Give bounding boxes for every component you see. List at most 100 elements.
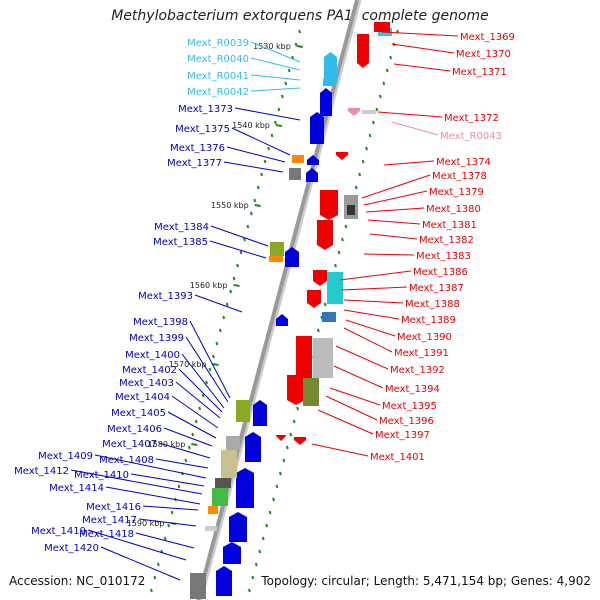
scale-label: 1560 kbp (190, 281, 228, 290)
left-label-connector (87, 529, 187, 561)
outer-tick-mark-right (247, 588, 251, 593)
left-gene-label: Mext_1407 (102, 439, 157, 450)
forward-gene-arrow (236, 468, 254, 508)
left-label-connector (181, 353, 225, 409)
left-gene-label: Mext_1384 (154, 222, 209, 233)
right-gene-label: Mext_1380 (426, 204, 481, 215)
outer-tick-mark-right (361, 159, 365, 164)
left-label-connector (194, 294, 243, 313)
left-label-connector (175, 381, 221, 419)
outer-tick-mark-right (340, 237, 344, 242)
outer-tick-mark-left (277, 107, 281, 112)
outer-tick-mark-left (163, 536, 167, 541)
left-label-connector (167, 411, 217, 439)
outer-tick-mark-right (368, 133, 372, 138)
feature-box (215, 478, 231, 488)
left-label-connector (158, 442, 211, 459)
left-label-connector (209, 240, 267, 259)
right-label-connector (363, 253, 415, 256)
right-gene-label: Mext_1391 (394, 348, 449, 359)
forward-gene-arrow (245, 432, 261, 462)
feature-box (208, 506, 218, 514)
right-gene-label: Mext_1383 (416, 251, 471, 262)
left-label-connector (250, 74, 301, 81)
left-gene-label: Mext_1408 (99, 455, 154, 466)
left-gene-label: Mext_1409 (38, 451, 93, 462)
outer-tick-mark-right (378, 94, 382, 99)
left-label-connector (250, 41, 301, 63)
outer-tick-mark-left (153, 575, 157, 580)
left-gene-label: Mext_1414 (49, 483, 104, 494)
feature-box (226, 436, 240, 450)
right-label-connector (345, 319, 396, 337)
left-label-connector (163, 427, 213, 447)
scale-label: 1550 kbp (211, 201, 249, 210)
outer-tick-mark-left (225, 302, 229, 307)
outer-tick-mark-right (296, 406, 300, 411)
left-label-connector (250, 87, 301, 92)
right-gene-label: Mext_1397 (375, 430, 430, 441)
scale-tick (191, 443, 198, 446)
left-label-connector (100, 546, 181, 581)
right-label-connector (381, 31, 459, 37)
outer-tick-mark-right (334, 263, 337, 268)
scale-label: 1540 kbp (232, 121, 270, 130)
reverse-gene-arrow (287, 375, 305, 405)
outer-tick-mark-left (232, 276, 236, 281)
outer-tick-mark-left (253, 198, 257, 203)
right-gene-label: Mext_R0043 (440, 131, 502, 142)
feature-box (270, 242, 284, 256)
outer-tick-mark-right (278, 471, 282, 476)
outer-tick-mark-left (284, 81, 288, 86)
outer-tick-mark-left (280, 94, 284, 99)
right-label-connector (343, 309, 400, 320)
feature-box (322, 312, 336, 322)
right-label-connector (333, 365, 384, 389)
scale-tick (296, 45, 303, 48)
right-label-connector (329, 387, 381, 406)
rna-gene-arrow (323, 74, 336, 86)
left-label-connector (94, 454, 207, 479)
right-label-connector (391, 121, 439, 136)
right-label-connector (365, 207, 425, 213)
outer-tick-mark-right (344, 224, 348, 229)
scale-tick (212, 363, 219, 366)
left-label-connector (138, 518, 197, 527)
right-label-connector (311, 443, 369, 457)
scale-tick (275, 124, 283, 127)
left-gene-label: Mext_1406 (107, 424, 162, 435)
pseudogene-arrow (348, 108, 360, 116)
outer-tick-mark-left (208, 367, 212, 372)
left-label-connector (130, 473, 205, 487)
outer-tick-mark-left (215, 341, 219, 346)
left-gene-label: Mext_1399 (129, 333, 184, 344)
left-gene-label: Mext_1403 (119, 378, 174, 389)
outer-tick-mark-left (298, 29, 301, 34)
reverse-gene-arrow (294, 437, 306, 445)
forward-gene-arrow (285, 247, 299, 267)
outer-tick-mark-left (294, 42, 298, 47)
right-label-connector (343, 327, 393, 353)
right-gene-label: Mext_1378 (432, 171, 487, 182)
left-gene-label: Mext_1417 (82, 515, 137, 526)
left-gene-label: Mext_1376 (170, 143, 225, 154)
right-gene-label: Mext_1389 (401, 315, 456, 326)
rna-gene-arrow (324, 52, 337, 82)
right-gene-label: Mext_1382 (419, 235, 474, 246)
outer-tick-mark-left (236, 263, 239, 268)
forward-gene-arrow (306, 168, 318, 182)
left-label-connector (155, 458, 209, 469)
feature-box (269, 256, 283, 262)
map-title: Methylobacterium extorquens PA1, complet… (111, 8, 489, 24)
reverse-gene-arrow (320, 190, 338, 220)
accession-text: Accession: NC_010172 (9, 574, 146, 588)
outer-tick-mark-right (385, 68, 389, 73)
right-label-connector (361, 174, 431, 199)
outer-tick-mark-left (211, 354, 215, 359)
outer-tick-mark-left (222, 315, 226, 320)
left-label-connector (142, 505, 199, 511)
right-label-connector (383, 160, 435, 166)
left-gene-label: Mext_1398 (133, 317, 188, 328)
right-label-connector (369, 233, 418, 240)
outer-tick-mark-left (229, 289, 233, 294)
